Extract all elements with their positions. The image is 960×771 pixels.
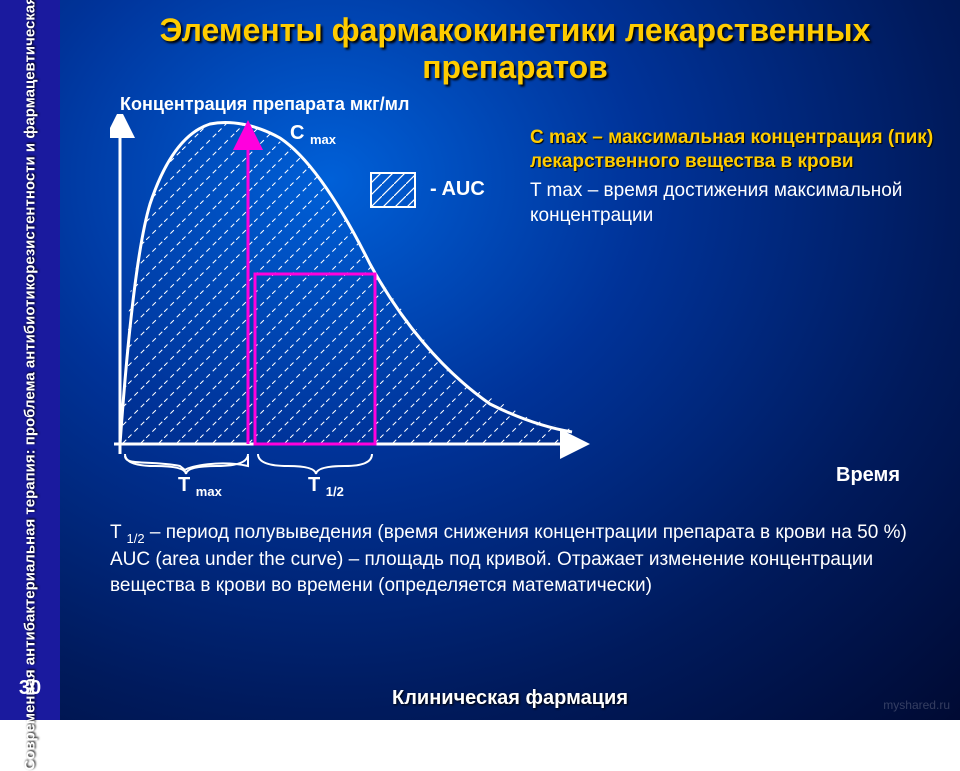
t12-brace-curve bbox=[258, 454, 372, 474]
slide-title: Элементы фармакокинетики лекарственных п… bbox=[90, 12, 940, 86]
cmax-label: C max bbox=[290, 122, 336, 147]
tmax-definition: T max – время достижения максимальной ко… bbox=[530, 179, 940, 228]
content-area: Элементы фармакокинетики лекарственных п… bbox=[60, 0, 960, 720]
chart-area: Концентрация препарата мкг/мл bbox=[90, 94, 940, 514]
page-number: 30 bbox=[19, 677, 41, 700]
slide: Современная антибактериальная терапия: п… bbox=[0, 0, 960, 720]
bottom-definitions: T 1/2 – период полувыведения (время сниж… bbox=[110, 520, 940, 599]
x-axis-label: Время bbox=[836, 464, 900, 487]
auc-definition: AUC (area under the curve) – площадь под… bbox=[110, 547, 940, 598]
auc-legend-box bbox=[370, 172, 416, 208]
right-definitions: С max – максимальная концентрация (пик) … bbox=[530, 126, 940, 229]
auc-legend-text: - AUC bbox=[430, 178, 485, 201]
auc-legend: - AUC bbox=[370, 172, 485, 208]
tmax-brace bbox=[125, 456, 248, 470]
sidebar: Современная антибактериальная терапия: п… bbox=[0, 0, 60, 720]
t12-definition: T 1/2 – период полувыведения (время сниж… bbox=[110, 520, 940, 547]
t12-axis-label: T 1/2 bbox=[308, 474, 344, 499]
sidebar-vertical-text: Современная антибактериальная терапия: п… bbox=[22, 0, 39, 771]
y-axis-label: Концентрация препарата мкг/мл bbox=[120, 94, 409, 115]
auc-fill bbox=[120, 122, 570, 444]
tmax-axis-label: T max bbox=[178, 474, 222, 499]
watermark: myshared.ru bbox=[883, 698, 950, 712]
pk-curve-chart bbox=[110, 114, 590, 494]
cmax-definition: С max – максимальная концентрация (пик) … bbox=[530, 126, 940, 175]
footer-text: Клиническая фармация bbox=[60, 687, 960, 710]
